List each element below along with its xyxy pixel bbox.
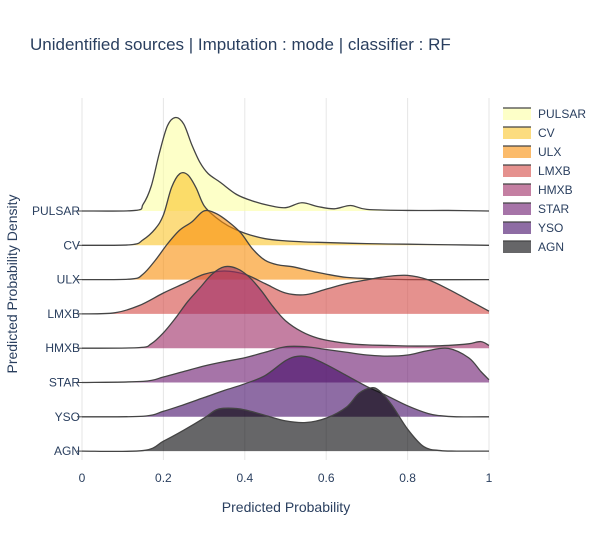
ridge-line-pulsar [81,116,490,212]
legend-swatch-yso [503,222,531,234]
legend-label-yso: YSO [538,221,563,235]
legend-label-hmxb: HMXB [538,183,573,197]
legend-label-pulsar: PULSAR [538,107,586,121]
ridge-line-agn [81,387,490,453]
ridge-line-lmxb [81,270,490,315]
chart-title: Unidentified sources | Imputation : mode… [30,35,451,54]
legend-label-star: STAR [538,202,569,216]
legend-swatch-ulx [503,146,531,158]
x-tick-label-3: 0.6 [318,471,335,485]
legend-label-ulx: ULX [538,145,561,159]
x-axis-title: Predicted Probability [222,499,350,515]
ridge-fill-hmxb [82,266,489,349]
density-ridges [81,116,490,453]
x-tick-labels: 0 0.2 0.4 0.6 0.8 1 [79,471,493,485]
y-tick-labels: PULSAR CV ULX LMXB HMXB STAR YSO AGN [32,204,82,458]
legend-label-lmxb: LMXB [538,164,571,178]
y-axis-title: Predicted Probability Density [4,195,20,374]
ridge-line-star [81,345,490,384]
x-tick-label-2: 0.4 [236,471,253,485]
x-tick-label-4: 0.8 [399,471,416,485]
ridge-line-ulx [81,209,490,281]
x-tick-label-1: 0.2 [155,471,172,485]
ridge-line-hmxb [81,265,490,349]
legend-label-cv: CV [538,126,555,140]
legend-swatch-star [503,203,531,215]
legend-swatch-pulsar [503,108,531,120]
y-tick-label-ulx: ULX [57,273,80,287]
x-tick-label-5: 1 [486,471,493,485]
y-tick-label-hmxb: HMXB [45,341,80,355]
legend-swatch-hmxb [503,184,531,196]
ridge-fill-lmxb [82,271,489,314]
y-tick-label-cv: CV [63,238,80,252]
y-tick-label-agn: AGN [54,444,80,458]
x-tick-label-0: 0 [79,471,86,485]
y-tick-label-yso: YSO [55,410,80,424]
legend-swatch-agn [503,241,531,253]
legend-swatch-lmxb [503,165,531,177]
legend: PULSAR CV ULX LMXB HMXB STAR YSO AGN [503,107,586,254]
y-tick-label-lmxb: LMXB [47,307,80,321]
legend-label-agn: AGN [538,240,564,254]
ridge-fill-agn [82,387,489,452]
y-tick-label-pulsar: PULSAR [32,204,80,218]
ridge-line-yso [81,355,490,418]
legend-swatch-cv [503,127,531,139]
y-tick-label-star: STAR [49,376,80,390]
